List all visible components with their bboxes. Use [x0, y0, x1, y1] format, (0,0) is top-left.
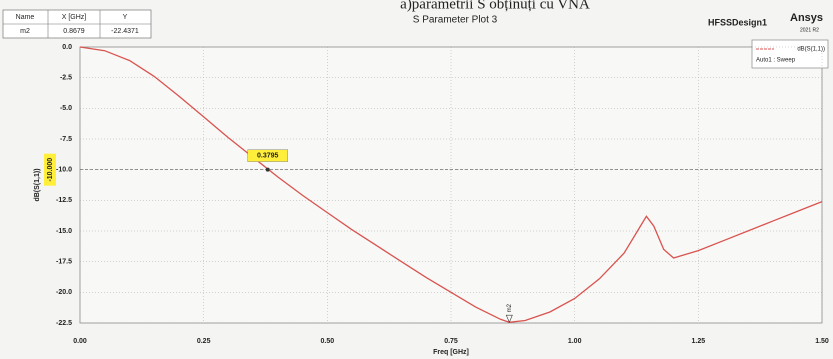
x-tick-label: 0.25 — [197, 338, 211, 345]
table-cell: 0.8679 — [63, 28, 85, 35]
table-header: X [GHz] — [62, 14, 87, 21]
y-tick-label: -20.0 — [56, 289, 72, 296]
x-tick-label: 0.00 — [73, 338, 87, 345]
y-tick-label: 0.0 — [62, 44, 72, 51]
y-tick-label: -17.5 — [56, 259, 72, 266]
table-cell: m2 — [20, 28, 30, 35]
caption: a)parametrii S obținuți cu VNA — [400, 0, 590, 12]
x-tick-label: 1.25 — [692, 338, 706, 345]
y-tick-label: -15.0 — [56, 228, 72, 235]
crossing-point — [265, 167, 270, 172]
table-header: Name — [16, 14, 35, 21]
marker-line-label: -10.000 — [47, 158, 54, 182]
chart-title: S Parameter Plot 3 — [413, 15, 498, 26]
x-tick-label: 1.50 — [815, 338, 829, 345]
table-header: Y — [123, 14, 128, 21]
version: 2021 R2 — [800, 27, 819, 33]
x-tick-label: 0.75 — [444, 338, 458, 345]
crossing-label: 0.3795 — [257, 153, 279, 160]
table-cell: -22.4371 — [111, 28, 139, 35]
y-tick-label: -2.5 — [60, 75, 72, 82]
marker-name: m2 — [507, 303, 513, 312]
series-line — [79, 46, 823, 323]
y-axis-label: dB(S(1,1)) — [34, 168, 41, 201]
x-tick-label: 1.00 — [568, 338, 582, 345]
y-tick-label: -10.0 — [56, 167, 72, 174]
marker-label-box — [44, 153, 56, 186]
x-tick-label: 0.50 — [321, 338, 335, 345]
y-tick-label: -7.5 — [60, 136, 72, 143]
legend-box — [751, 39, 829, 69]
y-tick-label: -5.0 — [60, 105, 72, 112]
y-tick-label: -12.5 — [56, 197, 72, 204]
x-axis-label: Freq [GHz] — [433, 349, 469, 356]
crossing-label-box — [247, 149, 288, 162]
marker-triangle — [505, 314, 513, 323]
legend-label: dB(S(1,1)) — [797, 47, 825, 53]
legend-sweep: Auto1 : Sweep — [756, 58, 796, 64]
brand: Ansys — [790, 12, 823, 24]
y-tick-label: -22.5 — [56, 320, 72, 327]
design-name: HFSSDesign1 — [708, 17, 767, 27]
